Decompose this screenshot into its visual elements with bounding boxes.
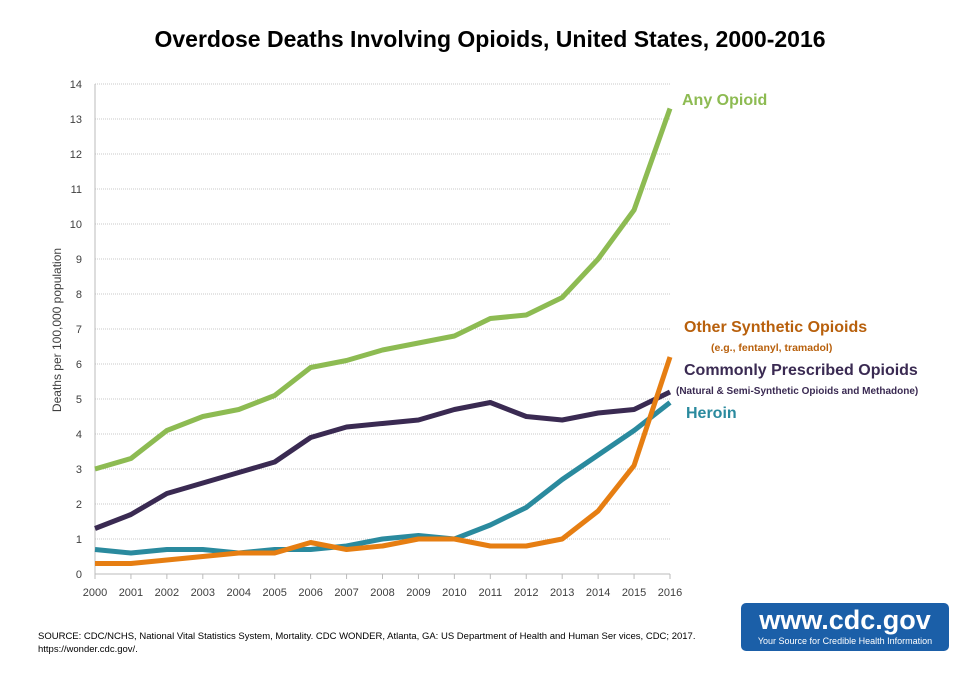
y-tick-label: 4: [76, 429, 82, 441]
y-tick-label: 12: [70, 149, 82, 161]
y-tick-label: 6: [76, 359, 82, 371]
series-line-any-opioid: [94, 107, 673, 472]
y-tick-label: 13: [70, 114, 82, 126]
label-commonly-prescribed-sub: (Natural & Semi-Synthetic Opioids and Me…: [676, 386, 919, 397]
y-tick-label: 0: [76, 569, 82, 581]
x-tick-label: 2006: [298, 587, 322, 599]
source-note: SOURCE: CDC/NCHS, National Vital Statist…: [38, 631, 696, 655]
x-tick-label: 2012: [514, 587, 538, 599]
x-tick-label: 2008: [370, 587, 394, 599]
y-tick-label: 11: [71, 184, 82, 196]
y-tick-label: 14: [70, 79, 82, 91]
chart-title: Overdose Deaths Involving Opioids, Unite…: [154, 26, 826, 52]
y-tick-label: 7: [76, 324, 82, 336]
y-tick-label: 8: [76, 289, 82, 301]
y-tick-label: 5: [76, 394, 82, 406]
logo-url: www.cdc.gov: [759, 605, 931, 635]
x-tick-label: 2000: [83, 587, 107, 599]
label-other-synthetic-sub: (e.g., fentanyl, tramadol): [711, 342, 833, 354]
cdc-logo[interactable]: www.cdc.gov Your Source for Credible Hea…: [741, 603, 949, 651]
x-tick-label: 2011: [478, 587, 502, 599]
x-tick-label: 2007: [334, 587, 358, 599]
y-axis-label: Deaths per 100,000 population: [50, 248, 64, 412]
x-tick-label: 2014: [586, 587, 610, 599]
y-tick-label: 9: [76, 254, 82, 266]
label-commonly-prescribed: Commonly Prescribed Opioids: [684, 362, 918, 379]
x-tick-label: 2002: [155, 587, 179, 599]
y-tick-label: 1: [76, 534, 82, 546]
label-other-synthetic: Other Synthetic Opioids: [684, 319, 868, 336]
y-tick-label: 3: [76, 464, 82, 476]
x-tick-label: 2003: [191, 587, 215, 599]
series-line-other-synthetic-opioids: [95, 356, 673, 566]
x-tick-label: 2001: [119, 587, 143, 599]
x-tick-label: 2016: [658, 587, 682, 599]
y-tick-label: 10: [70, 219, 82, 231]
label-heroin: Heroin: [686, 405, 737, 422]
x-tick-label: 2015: [622, 587, 646, 599]
series-line-heroin: [94, 400, 672, 556]
x-tick-label: 2013: [550, 587, 574, 599]
x-tick-label: 2009: [406, 587, 430, 599]
label-any-opioid: Any Opioid: [682, 92, 768, 109]
x-tick-label: 2010: [442, 587, 466, 599]
x-tick-label: 2005: [262, 587, 286, 599]
y-tick-label: 2: [76, 499, 82, 511]
logo-tagline: Your Source for Credible Health Informat…: [757, 636, 933, 646]
series-line-commonly-prescribed-opioids: [94, 389, 672, 531]
x-tick-label: 2004: [227, 587, 251, 599]
